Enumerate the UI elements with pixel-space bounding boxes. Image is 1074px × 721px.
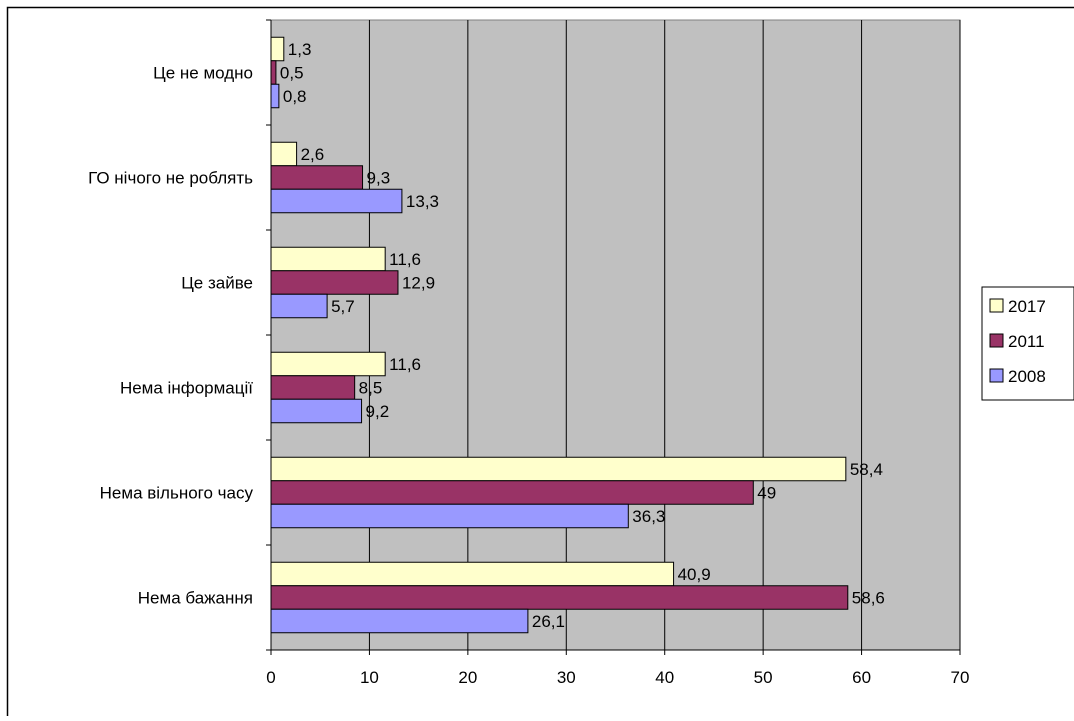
x-tick-label-20: 20 [458,668,477,687]
bar-2008-це-зайве [271,294,327,318]
data-label-2011-го-нічого-не-роблять: 9,3 [367,169,391,188]
category-label-нема-вільного-часу: Нема вільного часу [100,484,254,503]
bar-2017-нема-інформації [271,352,385,376]
data-label-2011-нема-вільного-часу: 49 [757,484,776,503]
data-label-2011-нема-інформації: 8,5 [359,379,383,398]
bar-2008-нема-бажання [271,609,528,633]
x-tick-label-70: 70 [951,668,970,687]
plot-area [271,20,960,650]
category-label-нема-інформації: Нема інформації [120,379,253,398]
x-tick-label-30: 30 [557,668,576,687]
category-label-нема-бажання: Нема бажання [138,589,253,608]
category-label-це-не-модно: Це не модно [153,64,253,83]
legend-swatch-2008 [990,369,1003,382]
x-tick-label-60: 60 [852,668,871,687]
legend-swatch-2017 [990,299,1003,312]
bar-2008-це-не-модно [271,84,279,108]
bar-2017-нема-вільного-часу [271,457,846,481]
data-label-2011-це-не-модно: 0,5 [280,64,304,83]
data-label-2017-нема-інформації: 11,6 [389,355,421,374]
bar-2011-нема-бажання [271,586,848,610]
x-tick-label-40: 40 [655,668,674,687]
data-label-2011-це-зайве: 12,9 [402,274,435,293]
legend-label-2017: 2017 [1008,297,1046,316]
bar-2017-це-не-модно [271,37,284,61]
data-label-2011-нема-бажання: 58,6 [852,589,885,608]
bar-2017-нема-бажання [271,562,674,586]
bar-2011-нема-інформації [271,376,355,400]
data-label-2017-це-не-модно: 1,3 [288,40,312,59]
data-label-2008-нема-вільного-часу: 36,3 [632,507,665,526]
bar-2017-го-нічого-не-роблять [271,142,297,166]
bar-2017-це-зайве [271,247,385,271]
data-label-2008-це-не-модно: 0,8 [283,87,307,106]
x-tick-label-0: 0 [266,668,275,687]
bar-2011-це-не-модно [271,61,276,85]
bar-2008-го-нічого-не-роблять [271,189,402,213]
category-label-це-зайве: Це зайве [181,274,253,293]
data-label-2008-нема-інформації: 9,2 [366,402,390,421]
bar-2008-нема-інформації [271,399,362,423]
x-tick-label-10: 10 [360,668,379,687]
x-tick-label-50: 50 [754,668,773,687]
data-label-2008-нема-бажання: 26,1 [532,612,565,631]
bar-2008-нема-вільного-часу [271,504,628,528]
legend: 2017 2011 2008 [982,287,1074,400]
category-label-го-нічого-не-роблять: ГО нічого не роблять [88,169,253,188]
data-label-2008-це-зайве: 5,7 [331,297,355,316]
data-label-2017-нема-вільного-часу: 58,4 [850,460,883,479]
data-label-2017-го-нічого-не-роблять: 2,6 [301,145,325,164]
bar-2011-го-нічого-не-роблять [271,166,363,190]
data-label-2008-го-нічого-не-роблять: 13,3 [406,192,439,211]
bar-2011-це-зайве [271,271,398,295]
data-label-2017-нема-бажання: 40,9 [678,565,711,584]
bar-2011-нема-вільного-часу [271,481,753,505]
legend-label-2011: 2011 [1008,332,1045,351]
legend-label-2008: 2008 [1008,367,1046,386]
legend-swatch-2011 [990,334,1003,347]
data-label-2017-це-зайве: 11,6 [389,250,421,269]
